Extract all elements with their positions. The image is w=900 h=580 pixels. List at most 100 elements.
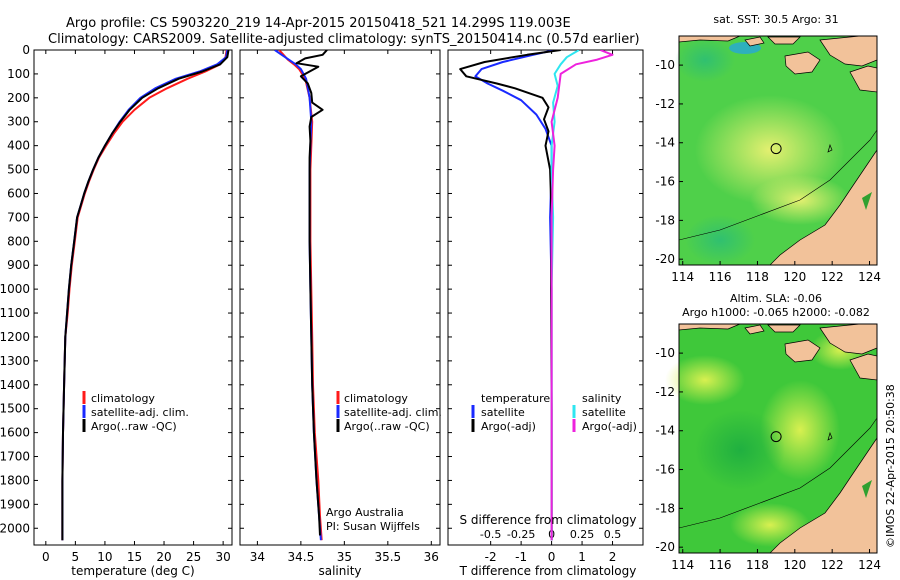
sst-land-sumba xyxy=(784,51,821,75)
map-x-tick-label: 124 xyxy=(858,270,881,284)
salinity-axes: 34 34.5 35 35.5 36 xyxy=(240,49,440,564)
temperature-xlabel: temperature (deg C) xyxy=(71,564,194,578)
sla-map-frame xyxy=(678,323,878,554)
map-x-tick-label: 114 xyxy=(671,270,694,284)
map-x-tick-label: 118 xyxy=(746,270,769,284)
figure-title-line1: Argo profile: CS 5903220_219 14-Apr-2015… xyxy=(66,16,571,31)
legend-argo-label: Argo(..raw -QC) xyxy=(91,420,177,433)
x2-tick-label: 0.25 xyxy=(570,528,595,541)
salinity-panel-frame xyxy=(239,49,441,546)
map-y-tick-label: -16 xyxy=(655,463,675,477)
sla-coastal-patch xyxy=(862,480,872,498)
map-y-tick-label: -20 xyxy=(655,252,675,266)
sla-map xyxy=(665,323,878,554)
x2-tick-label: -0.25 xyxy=(507,528,535,541)
legend-satellite-clim-label: satellite-adj. clim. xyxy=(91,406,189,419)
salinity-legend: climatology satellite-adj. clim. Argo(..… xyxy=(336,391,442,433)
sla-reef xyxy=(827,431,833,441)
map-y-tick-label: -18 xyxy=(655,213,675,227)
x-tick-label: 35 xyxy=(337,550,352,564)
sla-land-sumba xyxy=(784,339,821,363)
x-tick-label: 15 xyxy=(127,550,142,564)
salinity-xlabel: salinity xyxy=(318,564,361,578)
difference-series xyxy=(459,50,614,541)
temperature-panel-frame xyxy=(33,49,233,546)
map-x-tick-label: 122 xyxy=(821,270,844,284)
sla-isobath xyxy=(678,417,878,529)
figure-title-line2: Climatology: CARS2009. Satellite-adjuste… xyxy=(48,32,640,47)
map-y-tick-label: -10 xyxy=(655,346,675,360)
series-line-t-satellite xyxy=(474,50,555,541)
sst-coastal-patch xyxy=(862,192,872,210)
sla-land-lombok xyxy=(767,324,801,333)
series-line-satellite-adj-clim- xyxy=(61,50,229,541)
series-line-satellite-adj-clim- xyxy=(274,50,322,541)
sst-cool-patch xyxy=(685,215,755,265)
y-tick-label: 1100 xyxy=(0,306,30,320)
legend-salinity-header: salinity xyxy=(582,392,622,405)
y-tick-label: 1300 xyxy=(0,354,30,368)
legend-t-satellite-label: satellite xyxy=(481,406,525,419)
legend-s-satellite-label: satellite xyxy=(582,406,626,419)
y-tick-label: 1400 xyxy=(0,378,30,392)
sst-cool-patch xyxy=(675,38,735,82)
x-tick-label: 35.5 xyxy=(374,550,401,564)
temperature-axes: 0100200300400500600700800900100011001200… xyxy=(0,43,232,564)
s-difference-xlabel: S difference from climatology xyxy=(460,513,637,527)
x-tick-label: 0 xyxy=(42,550,50,564)
y-tick-label: 700 xyxy=(7,210,30,224)
legend-t-argo-label: Argo(-adj) xyxy=(481,420,536,433)
map-x-tick-label: 122 xyxy=(821,558,844,572)
map-x-tick-label: 120 xyxy=(783,558,806,572)
map-x-tick-label: 116 xyxy=(709,558,732,572)
series-line-argo-raw-qc- xyxy=(61,50,230,541)
series-line-s-argo-adj- xyxy=(550,50,614,541)
series-line-t-argo-adj- xyxy=(459,50,561,541)
y-tick-label: 900 xyxy=(7,258,30,272)
map-y-tick-label: -20 xyxy=(655,540,675,554)
series-line-s-satellite xyxy=(550,50,580,541)
y-tick-label: 1500 xyxy=(0,402,30,416)
map-x-tick-label: 118 xyxy=(746,558,769,572)
y-tick-label: 400 xyxy=(7,139,30,153)
legend-climatology-label: climatology xyxy=(91,392,155,405)
difference-legend: temperature salinity satellite Argo(-adj… xyxy=(471,392,637,433)
x-tick-label: 34.5 xyxy=(288,550,315,564)
sst-isobath xyxy=(678,129,878,241)
sst-land-bali xyxy=(744,36,765,47)
t-difference-xlabel: T difference from climatology xyxy=(459,564,637,578)
pi-name-label: PI: Susan Wijffels xyxy=(326,520,420,533)
map-y-tick-label: -12 xyxy=(655,385,675,399)
legend-satellite-clim-label: satellite-adj. clim. xyxy=(344,406,442,419)
sla-low-patch xyxy=(695,410,785,490)
difference-panel-frame xyxy=(447,49,644,546)
map-x-tick-label: 120 xyxy=(783,270,806,284)
sst-map-frame xyxy=(678,35,878,266)
x-tick-label: 2 xyxy=(609,550,617,564)
sla-map-subtitle: Argo h1000: -0.065 h2000: -0.082 xyxy=(682,306,870,319)
sla-map-axes: 114 116 118 120 122 124 -10 -12 -14 -16 -18 -20 xyxy=(655,346,881,572)
sst-land-lombok xyxy=(767,36,801,45)
legend-argo-label: Argo(..raw -QC) xyxy=(344,420,430,433)
x2-tick-label: -0.5 xyxy=(480,528,501,541)
map-y-tick-label: -14 xyxy=(655,424,675,438)
x-tick-label: 5 xyxy=(72,550,80,564)
y-tick-label: 600 xyxy=(7,186,30,200)
sst-float-marker xyxy=(770,143,782,155)
imos-credit: ©IMOS 22-Apr-2015 20:50:38 xyxy=(884,384,897,548)
y-tick-label: 100 xyxy=(7,67,30,81)
x-tick-label: -2 xyxy=(485,550,497,564)
x-tick-label: -1 xyxy=(515,550,527,564)
x-tick-label: 20 xyxy=(156,550,171,564)
x-tick-label: 34 xyxy=(250,550,265,564)
sst-map-title: sat. SST: 30.5 Argo: 31 xyxy=(713,13,838,26)
map-y-tick-label: -14 xyxy=(655,136,675,150)
sla-land-bali xyxy=(744,324,765,335)
salinity-series xyxy=(274,50,328,541)
y-tick-label: 200 xyxy=(7,91,30,105)
series-line-argo-raw-qc- xyxy=(295,50,328,536)
y-tick-label: 300 xyxy=(7,115,30,129)
argo-australia-label: Argo Australia xyxy=(326,506,404,519)
sla-float-marker xyxy=(770,431,782,443)
